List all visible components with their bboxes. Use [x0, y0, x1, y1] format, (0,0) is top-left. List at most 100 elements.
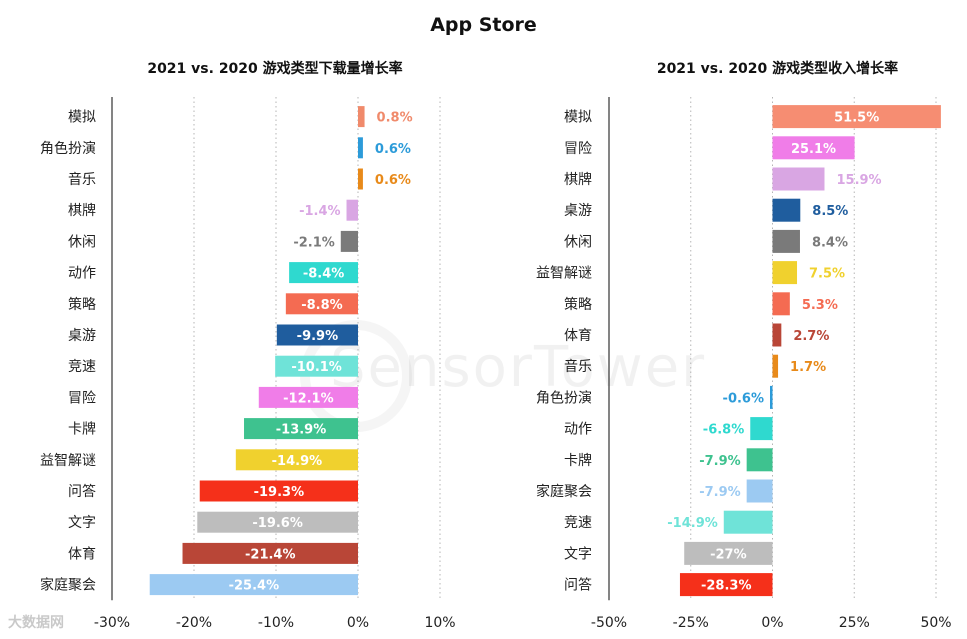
left-bar — [235, 449, 358, 471]
right-bar — [746, 448, 773, 472]
left-category-label: 角色扮演 — [40, 140, 96, 157]
right-category-label: 桌游 — [564, 203, 592, 219]
right-bar — [684, 541, 773, 565]
left-data-label: -10.1% — [291, 360, 342, 375]
left-chart-title: 2021 vs. 2020 游戏类型下载量增长率 — [147, 61, 403, 77]
right-category-label: 体育 — [564, 328, 592, 344]
right-category-label: 家庭聚会 — [536, 483, 592, 500]
left-tick-label: 0% — [347, 615, 369, 631]
left-category-label: 棋牌 — [68, 202, 96, 219]
left-bar — [258, 386, 358, 408]
right-bar — [772, 167, 825, 191]
left-bar — [244, 418, 358, 440]
right-bar — [750, 417, 773, 441]
left-category-label: 问答 — [68, 483, 96, 500]
right-bar — [772, 323, 782, 347]
left-tick-label: -20% — [176, 615, 212, 631]
left-data-label: -12.1% — [283, 391, 334, 406]
right-data-label: 15.9% — [836, 173, 881, 188]
left-category-label: 益智解谜 — [40, 453, 96, 469]
right-bar — [723, 510, 773, 534]
left-bar — [182, 542, 358, 564]
right-category-label: 棋牌 — [564, 171, 592, 188]
right-data-label: -6.8% — [703, 423, 744, 438]
right-chart-title: 2021 vs. 2020 游戏类型收入增长率 — [656, 61, 899, 77]
left-category-label: 冒险 — [68, 390, 96, 406]
left-bar — [199, 480, 358, 502]
right-category-label: 策略 — [564, 296, 592, 313]
left-bar — [276, 324, 358, 346]
right-data-label: -27% — [710, 547, 747, 562]
left-category-label: 休闲 — [68, 234, 96, 250]
right-bar — [772, 229, 800, 253]
right-category-label: 问答 — [564, 577, 592, 594]
left-data-label: -2.1% — [293, 235, 334, 250]
right-data-label: -7.9% — [699, 454, 740, 469]
right-data-label: 2.7% — [793, 329, 829, 344]
left-data-label: -19.6% — [252, 516, 303, 531]
left-tick-label: 10% — [424, 615, 455, 631]
left-bar — [340, 230, 358, 252]
left-category-label: 音乐 — [68, 171, 96, 188]
right-bar — [770, 385, 773, 409]
footer-logo: 大数据网 — [8, 615, 64, 631]
right-data-label: 1.7% — [790, 360, 826, 375]
right-data-label: -0.6% — [723, 391, 764, 406]
watermark-text: SensorTower — [330, 335, 707, 400]
left-category-label: 桌游 — [68, 328, 96, 344]
right-data-label: 8.5% — [812, 204, 848, 219]
right-bar — [772, 292, 790, 316]
left-data-label: 0.6% — [375, 173, 411, 188]
right-tick-label: 0% — [761, 615, 783, 631]
left-tick-label: -30% — [94, 615, 130, 631]
left-data-label: -13.9% — [276, 423, 327, 438]
left-data-label: -8.8% — [301, 298, 342, 313]
right-category-label: 休闲 — [564, 234, 592, 250]
right-bar — [772, 136, 855, 160]
left-data-label: -19.3% — [254, 485, 305, 500]
left-bar — [358, 106, 365, 128]
page-title: App Store — [430, 14, 537, 36]
right-data-label: 25.1% — [791, 142, 836, 157]
left-category-label: 家庭聚会 — [40, 577, 96, 594]
left-category-label: 卡牌 — [68, 421, 96, 438]
left-bar — [285, 293, 358, 315]
left-data-label: -21.4% — [245, 547, 296, 562]
right-category-label: 文字 — [564, 546, 592, 562]
left-bar — [358, 137, 363, 159]
right-tick-label: 25% — [839, 615, 870, 631]
right-bar — [772, 354, 779, 378]
right-category-label: 益智解谜 — [536, 266, 592, 282]
left-category-label: 策略 — [68, 296, 96, 313]
right-data-label: -7.9% — [699, 485, 740, 500]
left-bar — [275, 355, 358, 377]
left-data-label: -14.9% — [272, 454, 323, 469]
left-category-label: 文字 — [68, 515, 96, 531]
right-category-label: 动作 — [564, 422, 592, 438]
right-bar — [772, 261, 798, 285]
left-data-label: -25.4% — [229, 579, 280, 594]
right-bar — [746, 479, 773, 503]
left-category-label: 模拟 — [68, 110, 96, 126]
right-tick-label: -25% — [673, 615, 709, 631]
left-category-label: 竞速 — [68, 358, 96, 375]
left-data-label: 0.8% — [377, 111, 413, 126]
right-tick-label: 50% — [920, 615, 951, 631]
right-tick-label: -50% — [591, 615, 627, 631]
left-bar — [358, 168, 363, 190]
left-category-label: 动作 — [68, 266, 96, 282]
right-category-label: 角色扮演 — [536, 389, 592, 406]
right-bar — [772, 198, 801, 222]
right-data-label: 7.5% — [809, 267, 845, 282]
right-category-label: 模拟 — [564, 110, 592, 126]
right-category-label: 冒险 — [564, 141, 592, 157]
left-category-label: 体育 — [68, 546, 96, 562]
left-data-label: 0.6% — [375, 142, 411, 157]
right-data-label: -14.9% — [667, 516, 718, 531]
left-bar — [197, 511, 358, 533]
left-data-label: -9.9% — [297, 329, 338, 344]
left-bar — [346, 199, 358, 221]
left-data-label: -8.4% — [303, 267, 344, 282]
